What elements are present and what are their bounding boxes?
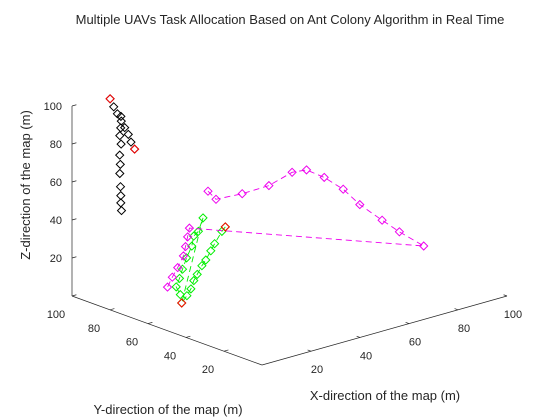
y-tick-mark	[147, 322, 153, 324]
series-1-point	[186, 284, 196, 294]
x-tick-mark	[454, 308, 459, 311]
series-2-point	[184, 223, 195, 233]
series-2-point	[182, 232, 193, 242]
series-0-point	[108, 102, 119, 112]
series-0-point	[116, 205, 127, 216]
y-tick-mark	[185, 335, 191, 338]
series-2-point	[180, 241, 191, 252]
series-0-point	[105, 94, 115, 104]
series-2-point	[167, 272, 178, 282]
y-axis-line	[71, 295, 263, 366]
x-axis-label: X-direction of the map (m)	[310, 388, 460, 403]
series-1-point	[181, 253, 192, 263]
series-2-point	[338, 184, 348, 194]
series-2-point	[211, 194, 221, 205]
series-1-point	[177, 264, 188, 274]
series-2-point	[203, 186, 213, 196]
z-tick-mark	[71, 256, 77, 259]
y-tick-label: 40	[164, 350, 176, 362]
y-tick-mark	[71, 294, 77, 297]
series-1-point	[187, 241, 197, 251]
data-series	[105, 94, 429, 308]
series-3-point	[105, 94, 115, 104]
series-1-point	[189, 275, 199, 286]
z-tick-label: 80	[50, 139, 62, 151]
series-2-point	[237, 188, 247, 199]
z-tick-mark	[71, 218, 77, 221]
series-0-point	[123, 129, 134, 140]
series-1-point	[198, 213, 208, 223]
series-1-point	[201, 255, 211, 265]
y-tick-label: 100	[47, 309, 65, 321]
series-2-point	[172, 262, 183, 273]
series-3-point	[220, 222, 231, 232]
series-1-point	[193, 226, 204, 237]
series-0-point	[119, 122, 130, 133]
y-tick-mark	[109, 308, 115, 311]
series-2-point	[394, 227, 405, 237]
series-2-point	[287, 167, 297, 178]
series-0-point	[116, 139, 126, 149]
axes	[71, 104, 508, 366]
series-1-point	[206, 246, 216, 256]
x-tick-label: 60	[409, 337, 421, 349]
z-tick-mark	[71, 180, 77, 183]
z-tick-label: 20	[50, 253, 62, 265]
series-0-point	[115, 181, 126, 192]
series-1-point	[176, 298, 187, 308]
series-0-point	[115, 168, 125, 179]
series-2-point	[355, 199, 365, 210]
y-tick-label: 80	[88, 323, 100, 335]
chart-title: Multiple UAVs Task Allocation Based on A…	[76, 12, 505, 27]
tick-labels: 20 40 60 80 100 20 40 60 80 100 20 40 60 80 100	[44, 101, 523, 376]
series-3-point	[129, 144, 140, 154]
z-axis-label: Z-direction of the map (m)	[18, 110, 33, 260]
x-tick-mark	[356, 335, 361, 338]
series-2-point	[319, 172, 329, 183]
series-2-point	[162, 282, 173, 292]
series-3-point	[176, 298, 187, 308]
series-0-point	[126, 137, 136, 147]
x-tick-label: 20	[311, 364, 323, 376]
x-tick-label: 40	[360, 350, 372, 362]
y-axis-label: Y-direction of the map (m)	[93, 402, 242, 417]
x-tick-mark	[307, 349, 312, 352]
series-1-point	[171, 282, 181, 292]
series-1-point	[197, 260, 207, 271]
x-tick-label: 100	[504, 309, 522, 321]
series-2-point	[418, 241, 429, 251]
series-1-point	[188, 231, 199, 241]
series-0-point	[129, 144, 140, 154]
x-axis-line	[261, 295, 508, 366]
series-2-line	[167, 169, 424, 288]
series-2-point	[377, 215, 387, 225]
x-tick-label: 80	[458, 323, 470, 335]
z-tick-label: 60	[50, 177, 62, 189]
x-tick-mark	[405, 322, 410, 324]
series-1-point	[175, 289, 186, 300]
series-1-point	[192, 269, 202, 280]
x-tick-mark	[503, 294, 508, 297]
series-0-point	[115, 130, 125, 141]
series-2-point	[178, 251, 189, 261]
series-0-point	[112, 109, 123, 119]
z-tick-label: 40	[50, 215, 62, 227]
series-0-point	[114, 150, 125, 160]
y-tick-label: 60	[126, 337, 138, 349]
y-tick-mark	[223, 349, 229, 352]
z-tick-mark	[71, 104, 77, 107]
series-0-point	[116, 111, 126, 122]
series-1-point	[209, 238, 220, 249]
y-tick-label: 20	[202, 364, 214, 376]
z-tick-label: 100	[44, 101, 62, 113]
z-tick-mark	[71, 142, 77, 145]
series-0-point	[115, 159, 126, 170]
series-2-point	[301, 165, 312, 175]
series-1-line	[175, 217, 226, 304]
series-1-point	[182, 290, 192, 301]
series-2-point	[264, 180, 274, 191]
